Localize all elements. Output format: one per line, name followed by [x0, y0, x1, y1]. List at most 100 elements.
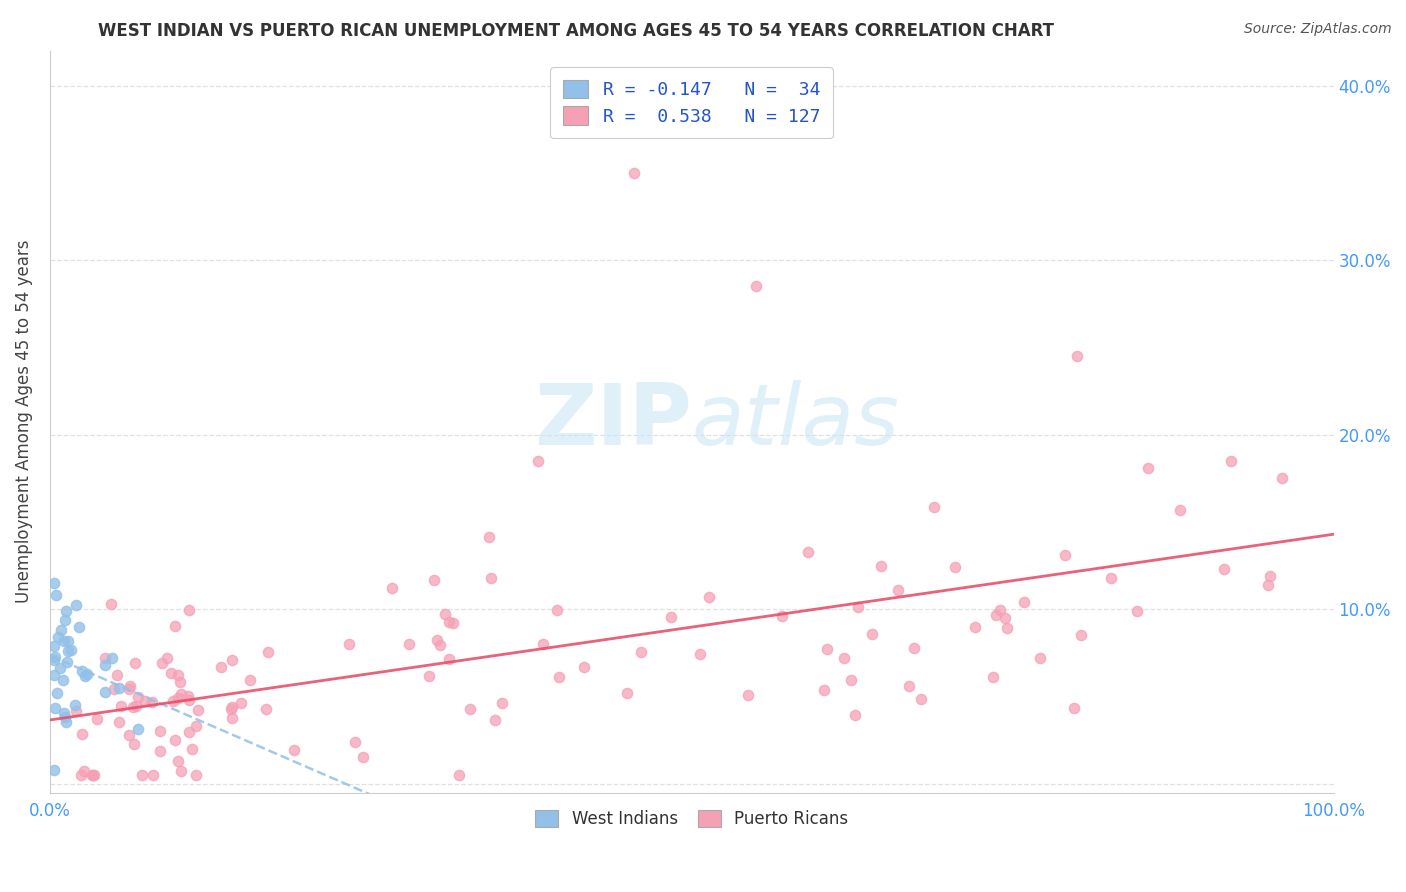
Point [44, 701, 66, 715]
Point [45, 686, 67, 700]
Point [94, 657, 117, 672]
Point [120, 679, 142, 693]
Point [491, 696, 513, 710]
Legend: West Indians, Puerto Ricans: West Indians, Puerto Ricans [526, 801, 856, 837]
Point [439, 652, 461, 666]
Point [179, 693, 201, 707]
Point [163, 733, 186, 747]
Point [963, 620, 986, 634]
Point [984, 608, 1007, 623]
Point [434, 607, 457, 622]
Point [813, 682, 835, 697]
Point [623, 166, 645, 180]
Point [737, 688, 759, 702]
Point [572, 660, 595, 674]
Point [177, 690, 200, 704]
Point [221, 652, 243, 666]
Point [94, 685, 117, 699]
Point [125, 699, 148, 714]
Point [254, 701, 277, 715]
Point [186, 719, 208, 733]
Point [42, 576, 65, 591]
Point [870, 559, 893, 574]
Point [1099, 571, 1122, 585]
Point [108, 714, 131, 729]
Point [616, 686, 638, 700]
Text: ZIP: ZIP [534, 380, 692, 463]
Point [159, 665, 181, 680]
Point [903, 640, 925, 655]
Y-axis label: Unemployment Among Ages 45 to 54 years: Unemployment Among Ages 45 to 54 years [15, 240, 32, 603]
Point [49, 623, 72, 637]
Point [426, 633, 449, 648]
Point [1219, 454, 1241, 468]
Point [83, 768, 105, 782]
Point [423, 573, 446, 587]
Point [167, 668, 190, 682]
Point [76, 666, 98, 681]
Point [231, 696, 253, 710]
Point [72, 726, 94, 740]
Text: atlas: atlas [692, 380, 900, 463]
Point [94, 650, 117, 665]
Point [149, 744, 172, 758]
Point [65, 598, 87, 612]
Point [55, 715, 77, 730]
Point [166, 754, 188, 768]
Point [80, 768, 103, 782]
Text: WEST INDIAN VS PUERTO RICAN UNEMPLOYMENT AMONG AGES 45 TO 54 YEARS CORRELATION C: WEST INDIAN VS PUERTO RICAN UNEMPLOYMENT… [98, 22, 1054, 40]
Point [337, 637, 360, 651]
Point [380, 581, 402, 595]
Point [122, 700, 145, 714]
Point [105, 667, 128, 681]
Point [53, 613, 76, 627]
Point [170, 687, 193, 701]
Point [910, 691, 932, 706]
Point [73, 668, 96, 682]
Point [429, 639, 451, 653]
Text: Source: ZipAtlas.com: Source: ZipAtlas.com [1244, 22, 1392, 37]
Point [110, 698, 132, 713]
Point [697, 590, 720, 604]
Point [484, 714, 506, 728]
Point [149, 724, 172, 739]
Point [479, 570, 502, 584]
Point [165, 619, 187, 633]
Point [221, 700, 243, 714]
Point [124, 737, 146, 751]
Point [162, 694, 184, 708]
Point [398, 637, 420, 651]
Point [63, 698, 86, 712]
Point [53, 710, 76, 724]
Point [745, 279, 768, 293]
Point [219, 701, 242, 715]
Point [70, 665, 93, 679]
Point [86, 712, 108, 726]
Point [981, 670, 1004, 684]
Point [1257, 578, 1279, 592]
Point [887, 582, 910, 597]
Point [352, 749, 374, 764]
Point [42, 763, 65, 777]
Point [221, 711, 243, 725]
Point [839, 673, 862, 687]
Point [42, 639, 65, 653]
Point [1213, 562, 1236, 576]
Point [166, 690, 188, 705]
Point [179, 602, 201, 616]
Point [1053, 548, 1076, 562]
Point [156, 650, 179, 665]
Point [184, 768, 207, 782]
Point [1137, 460, 1160, 475]
Point [53, 634, 76, 648]
Point [943, 560, 966, 574]
Point [56, 643, 79, 657]
Point [52, 706, 75, 721]
Point [897, 679, 920, 693]
Point [82, 768, 104, 782]
Point [343, 735, 366, 749]
Point [988, 603, 1011, 617]
Point [169, 675, 191, 690]
Point [142, 768, 165, 782]
Point [49, 660, 72, 674]
